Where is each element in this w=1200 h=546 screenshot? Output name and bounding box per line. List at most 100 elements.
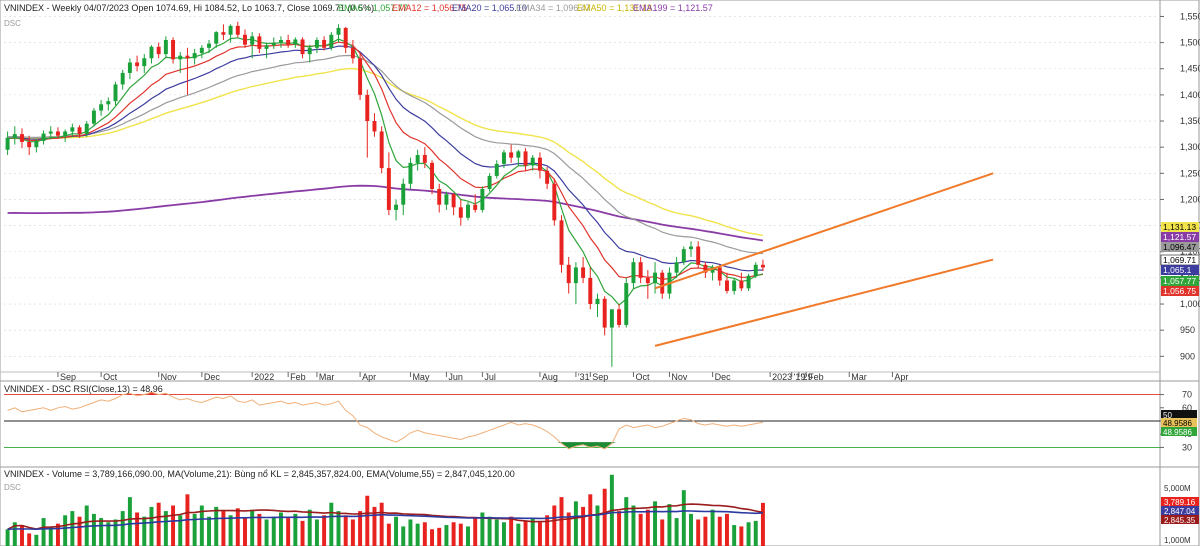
ema20-reading: EMA20 = 1,065.10: [452, 3, 527, 13]
candle-body: [106, 101, 111, 105]
date-tick-label: '31: [578, 372, 590, 382]
candle-body: [264, 45, 269, 49]
price-tick-label: 1,550: [1180, 11, 1200, 21]
volume-bar: [221, 511, 226, 546]
ema34-line: [7, 54, 763, 255]
date-tick-label: 2022: [254, 372, 274, 382]
candle-body: [444, 194, 449, 205]
volume-bar: [724, 513, 729, 546]
ema20-line: [7, 45, 763, 272]
candle-body: [602, 298, 607, 328]
volume-bar: [286, 518, 291, 546]
candle-body: [149, 46, 154, 59]
ema199-line: [7, 184, 764, 242]
ema12-line: [7, 41, 763, 281]
candle-body: [55, 131, 60, 136]
candle-body: [322, 39, 327, 48]
trend-channel-line: [654, 258, 994, 347]
volume-bar: [760, 502, 765, 546]
volume-bar: [106, 522, 111, 546]
candle-body: [228, 25, 233, 35]
volume-bar: [487, 516, 492, 546]
candle-body: [717, 267, 722, 281]
rsi-tick-label: 30: [1182, 442, 1192, 452]
volume-bar: [70, 511, 75, 546]
candle-body: [617, 309, 622, 325]
price-tag: 1,065.1: [1163, 265, 1192, 275]
candle-body: [559, 220, 564, 265]
candle-body: [185, 55, 190, 59]
candle-body: [84, 123, 89, 135]
candle-body: [674, 262, 679, 273]
rsi-tag-box: [1161, 410, 1197, 419]
volume-bar: [437, 527, 442, 546]
candle-body: [473, 204, 478, 210]
ema6-line: [7, 37, 764, 306]
candle-body: [760, 264, 765, 268]
candle-body: [739, 280, 744, 289]
candle-body: [27, 141, 32, 148]
volume-bar: [142, 516, 147, 546]
rsi-tag: 50: [1163, 411, 1172, 420]
volume-bar: [135, 512, 140, 546]
volume-bar: [372, 506, 377, 546]
date-tick-label: '19: [794, 372, 806, 382]
volume-bar: [214, 506, 219, 546]
price-tick-label: 1,400: [1180, 90, 1200, 100]
date-tick-label: Mar: [851, 372, 867, 382]
ema50-line: [7, 67, 764, 237]
price-tag-box: [1161, 242, 1199, 252]
date-tick-label: Feb: [808, 372, 824, 382]
volume-bar: [653, 501, 658, 546]
volume-bar: [537, 522, 542, 546]
candle-body: [401, 183, 406, 205]
candle-body: [588, 277, 593, 305]
volume-bar: [717, 516, 722, 546]
volume-bar: [588, 494, 593, 546]
volume-bar: [430, 529, 435, 546]
candle-body: [286, 39, 291, 45]
candle-body: [171, 39, 176, 60]
volume-bar: [300, 520, 305, 546]
price-tick-label: 1,000: [1180, 299, 1200, 309]
volume-bar: [386, 523, 391, 546]
volume-bar: [689, 513, 693, 546]
volume-bar: [207, 516, 212, 546]
candle-body: [645, 277, 650, 284]
candle-body: [221, 32, 226, 35]
volume-bar: [415, 523, 420, 546]
candle-body: [379, 131, 384, 169]
volume-bar: [149, 506, 154, 546]
candle-body: [358, 58, 363, 95]
candle-body: [466, 204, 470, 218]
candle-body: [696, 246, 701, 265]
source-label: DSC: [4, 19, 21, 28]
price-tag-box: [1161, 232, 1199, 242]
price-tag-box: [1161, 276, 1199, 286]
candle-body: [135, 62, 140, 67]
ema6-reading: EMA6 = 1,057.77: [338, 3, 408, 13]
volume-bar: [559, 497, 564, 546]
candle-body: [537, 157, 542, 171]
volume-bar: [602, 488, 607, 546]
volume-bar: [681, 490, 686, 546]
rsi-tag-box: [1161, 427, 1197, 436]
volume-tick-label: 1,000M: [1164, 536, 1191, 545]
candle-body: [343, 27, 348, 48]
candle-body: [48, 131, 53, 134]
candle-body: [530, 157, 535, 166]
candle-body: [689, 246, 693, 250]
candle-body: [113, 84, 118, 102]
volume-bar: [350, 519, 355, 546]
volume-bar: [617, 511, 622, 546]
ema50-reading: EMA50 = 1,131.13: [577, 3, 652, 13]
volume-bar: [228, 515, 233, 546]
volume-bar: [509, 516, 514, 546]
candle-body: [494, 163, 499, 176]
rsi-tag-box: [1161, 418, 1197, 427]
candle-body: [178, 55, 183, 60]
candle-body: [581, 267, 586, 278]
volume-bar: [336, 511, 341, 546]
volume-bar: [5, 529, 10, 546]
volume-bar: [566, 512, 571, 546]
